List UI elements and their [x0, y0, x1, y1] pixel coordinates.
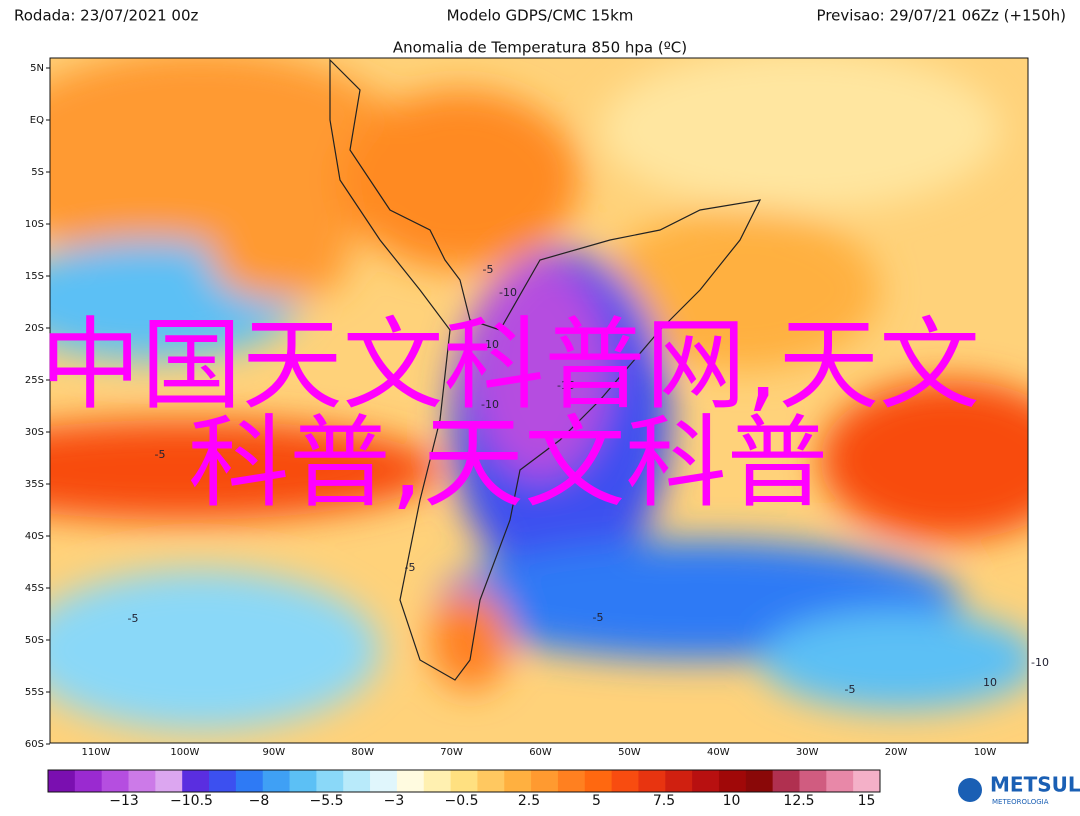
model-label: Modelo GDPS/CMC 15km	[447, 7, 634, 25]
lat-label: 30S	[25, 427, 44, 438]
colorbar-swatch	[48, 770, 76, 792]
lat-label: 35S	[25, 479, 44, 490]
colorbar-swatch	[853, 770, 881, 792]
run-label: Rodada: 23/07/2021 00z	[14, 7, 198, 25]
forecast-label: Previsao: 29/07/21 06Zz (+150h)	[817, 7, 1066, 25]
lon-label: 10W	[974, 747, 997, 758]
colorbar-swatch	[557, 770, 586, 792]
lat-label: 20S	[25, 323, 44, 334]
colorbar-swatch	[799, 770, 827, 792]
lon-label: 50W	[618, 747, 641, 758]
logo-sub: METEOROLOGIA	[992, 798, 1049, 806]
contour-label: -5	[593, 611, 604, 624]
colorbar-swatch	[209, 770, 237, 792]
watermark-line: 中国天文科普网,天文	[40, 306, 980, 423]
map-title: Anomalia de Temperatura 850 hpa (ºC)	[393, 39, 687, 57]
colorbar-label: 2.5	[518, 793, 540, 809]
lon-label: 40W	[707, 747, 730, 758]
colorbar-swatch	[182, 770, 210, 792]
watermark-line: 科普,天文科普	[188, 404, 828, 521]
lat-label: 10S	[25, 219, 44, 230]
colorbar-swatch	[718, 770, 747, 792]
logo-name: METSUL	[990, 773, 1080, 797]
colorbar-swatch	[396, 770, 425, 792]
lon-label: 80W	[351, 747, 374, 758]
lon-label: 70W	[440, 747, 463, 758]
lat-label: 15S	[25, 271, 44, 282]
colorbar-label: −0.5	[445, 793, 479, 809]
lon-label: 100W	[170, 747, 199, 758]
colorbar-swatch	[289, 770, 317, 792]
lat-label: 60S	[25, 739, 44, 750]
colorbar-swatch	[423, 770, 452, 792]
lat-label: 45S	[25, 583, 44, 594]
colorbar-swatch	[262, 770, 291, 792]
colorbar-swatch	[531, 770, 559, 792]
colorbar-swatch	[101, 770, 130, 792]
lat-label: 40S	[25, 531, 44, 542]
contour-label: -5	[483, 263, 494, 276]
contour-label: -15	[557, 379, 575, 392]
contour-label: -5	[155, 448, 166, 461]
colorbar-swatch	[772, 770, 800, 792]
colorbar-label: −5.5	[310, 793, 344, 809]
colorbar-label: −13	[109, 793, 139, 809]
colorbar-label: −10.5	[170, 793, 213, 809]
colorbar-swatch	[826, 770, 854, 792]
contour-label: -5	[128, 612, 139, 625]
colorbar-swatch	[235, 770, 264, 792]
colorbar-swatch	[128, 770, 156, 792]
colorbar-swatch	[611, 770, 639, 792]
lon-label: 30W	[796, 747, 819, 758]
colorbar-swatch	[665, 770, 693, 792]
colorbar-swatch	[745, 770, 774, 792]
logo-icon	[958, 778, 982, 802]
colorbar-swatch	[504, 770, 532, 792]
contour-label: -10	[499, 286, 517, 299]
colorbar-swatch	[477, 770, 505, 792]
colorbar-swatch	[370, 770, 398, 792]
lat-label: 5N	[30, 63, 44, 74]
contour-label: -10	[481, 398, 499, 411]
contour-label: 10	[983, 676, 997, 689]
colorbar-swatch	[316, 770, 344, 792]
colorbar-swatch	[343, 770, 371, 792]
colorbar-swatch	[155, 770, 183, 792]
lat-label: 50S	[25, 635, 44, 646]
lat-label: 25S	[25, 375, 44, 386]
map-field	[50, 58, 1028, 743]
colorbar-swatch	[74, 770, 103, 792]
lon-label: 110W	[82, 747, 111, 758]
lon-label: 60W	[529, 747, 552, 758]
contour-label: -5	[845, 683, 856, 696]
lat-label: 55S	[25, 687, 44, 698]
colorbar-swatch	[638, 770, 666, 792]
contour-label: -5	[405, 561, 416, 574]
colorbar-swatch	[450, 770, 478, 792]
lon-label: 20W	[885, 747, 908, 758]
contour-label: -10	[1031, 656, 1049, 669]
contour-label: -10	[481, 338, 499, 351]
colorbar-label: 5	[592, 793, 601, 809]
lat-label: 5S	[31, 167, 44, 178]
colorbar-label: 12.5	[783, 793, 814, 809]
colorbar-label: 10	[723, 793, 741, 809]
lat-label: EQ	[30, 115, 44, 126]
colorbar-label: −3	[384, 793, 405, 809]
colorbar-swatch	[692, 770, 720, 792]
colorbar-label: −8	[249, 793, 270, 809]
colorbar-label: 7.5	[653, 793, 675, 809]
colorbar-swatch	[584, 770, 613, 792]
lon-label: 90W	[262, 747, 285, 758]
colorbar-frame	[47, 769, 881, 793]
map-frame	[49, 57, 1029, 744]
colorbar-label: 15	[858, 793, 876, 809]
